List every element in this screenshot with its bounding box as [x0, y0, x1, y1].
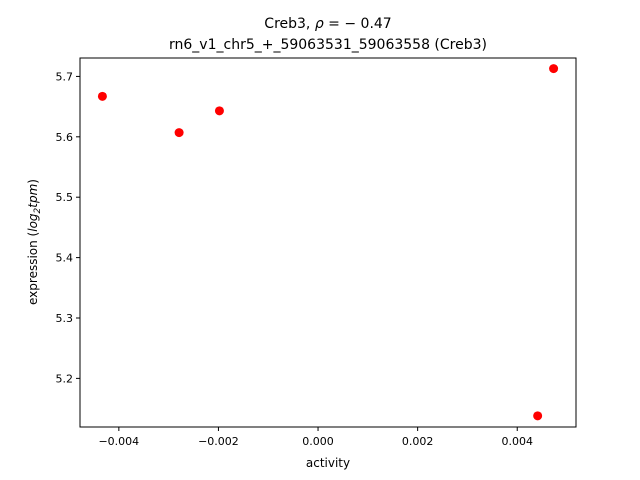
x-tick-label: −0.002	[198, 435, 239, 448]
axes-frame	[79, 57, 577, 428]
y-axis-label-suffix: )	[26, 179, 40, 184]
chart-title-line-1: Creb3, ρ = − 0.47	[264, 16, 391, 32]
y-axis-label-subscript: 2	[33, 207, 43, 213]
y-tick-label: 5.6	[56, 131, 74, 144]
plot-area: −0.004 −0.002 0.000 0.002 0.004 5.2 5.3 5.4 5.5 5…	[56, 57, 577, 448]
chart-title-prefix: Creb3,	[264, 16, 315, 32]
y-axis-label-prefix: expression (	[26, 232, 40, 305]
y-axis-label: expression (log2tpm)	[26, 179, 43, 305]
y-tick-label: 5.7	[56, 70, 74, 83]
data-point-5	[549, 64, 559, 74]
y-tick-label: 5.2	[56, 372, 74, 385]
data-point-1	[97, 91, 107, 101]
x-tick-label: 0.000	[302, 435, 334, 448]
data-point-2	[174, 128, 184, 138]
x-tick-label: 0.004	[501, 435, 533, 448]
chart-title-rho: ρ	[315, 16, 324, 32]
y-axis-label-tpm: tpm	[26, 184, 40, 208]
chart-title-line-2: rn6_v1_chr5_+_59063531_59063558 (Creb3)	[169, 37, 487, 53]
x-tick-label: −0.004	[98, 435, 139, 448]
x-tick-label: 0.002	[402, 435, 434, 448]
data-point-4	[533, 411, 543, 421]
y-tick-label: 5.4	[56, 252, 74, 265]
x-axis-label: activity	[306, 456, 350, 470]
data-point-3	[214, 106, 224, 116]
y-tick-label: 5.3	[56, 312, 74, 325]
y-axis-label-log: log	[26, 213, 40, 232]
y-tick-label: 5.5	[56, 191, 74, 204]
chart-title-value: = − 0.47	[324, 16, 392, 32]
